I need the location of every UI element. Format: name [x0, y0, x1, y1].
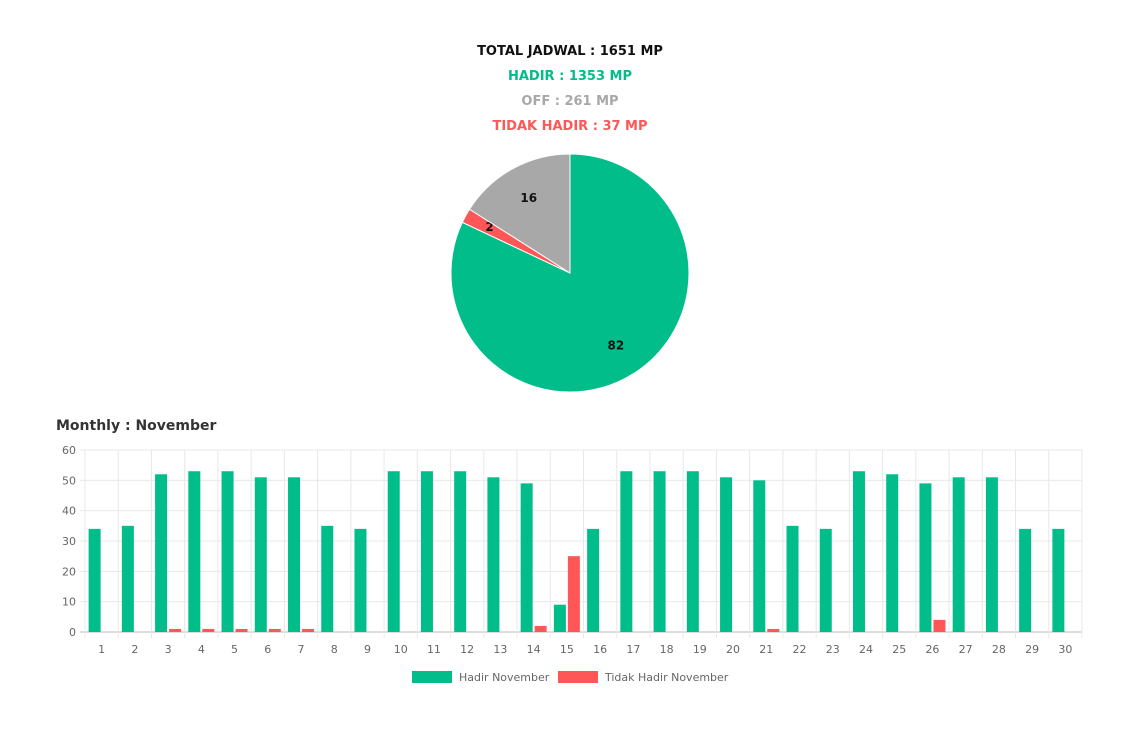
x-tick-label: 20: [726, 643, 740, 656]
y-tick-label: 10: [62, 596, 76, 609]
x-tick-label: 22: [793, 643, 807, 656]
pie-label: 82: [608, 338, 625, 352]
bar-hadir-7[interactable]: [288, 477, 301, 632]
x-tick-label: 16: [593, 643, 607, 656]
bar-hadir-8[interactable]: [321, 525, 334, 632]
y-tick-label: 40: [62, 505, 76, 518]
bar-hadir-20[interactable]: [720, 477, 733, 632]
pie-label: 2: [485, 220, 493, 234]
x-tick-label: 30: [1058, 643, 1072, 656]
y-tick-label: 20: [62, 565, 76, 578]
x-tick-label: 19: [693, 643, 707, 656]
bar-tidak-hadir-21[interactable]: [767, 628, 780, 632]
x-tick-label: 11: [427, 643, 441, 656]
bar-hadir-19[interactable]: [686, 471, 699, 632]
bar-hadir-13[interactable]: [487, 477, 500, 632]
bar-hadir-15[interactable]: [553, 604, 566, 632]
bar-hadir-17[interactable]: [620, 471, 633, 632]
bar-hadir-27[interactable]: [952, 477, 965, 632]
x-tick-label: 26: [925, 643, 939, 656]
bar-hadir-10[interactable]: [387, 471, 400, 632]
bar-hadir-2[interactable]: [121, 525, 134, 632]
bar-hadir-3[interactable]: [155, 474, 168, 632]
legend-swatch-1[interactable]: [558, 671, 598, 683]
bar-hadir-24[interactable]: [852, 471, 865, 632]
bar-tidak-hadir-4[interactable]: [202, 628, 215, 632]
x-tick-label: 2: [131, 643, 138, 656]
bar-hadir-5[interactable]: [221, 471, 234, 632]
bar-hadir-28[interactable]: [985, 477, 998, 632]
x-tick-label: 9: [364, 643, 371, 656]
bar-tidak-hadir-26[interactable]: [933, 619, 946, 632]
bar-tidak-hadir-7[interactable]: [302, 628, 315, 632]
x-tick-label: 17: [626, 643, 640, 656]
y-tick-label: 0: [69, 626, 76, 639]
off-total: OFF : 261 MP: [521, 94, 619, 109]
bar-hadir-11[interactable]: [420, 471, 433, 632]
bar-hadir-16[interactable]: [587, 528, 600, 632]
x-tick-label: 28: [992, 643, 1006, 656]
pie-slice-off[interactable]: [468, 153, 571, 274]
y-tick-label: 60: [62, 444, 76, 457]
bar-hadir-22[interactable]: [786, 525, 799, 632]
bar-hadir-30[interactable]: [1052, 528, 1065, 632]
x-tick-label: 5: [231, 643, 238, 656]
bar-hadir-25[interactable]: [886, 474, 899, 632]
total-jadwal: TOTAL JADWAL : 1651 MP: [477, 44, 663, 59]
x-tick-label: 1: [98, 643, 105, 656]
x-tick-label: 24: [859, 643, 873, 656]
legend-label[interactable]: Hadir November: [459, 671, 550, 684]
legend-swatch-0[interactable]: [412, 671, 452, 683]
x-tick-label: 14: [527, 643, 541, 656]
bar-hadir-1[interactable]: [88, 528, 101, 632]
x-tick-label: 6: [264, 643, 271, 656]
x-tick-label: 7: [298, 643, 305, 656]
tidak-hadir-total: TIDAK HADIR : 37 MP: [492, 119, 648, 134]
x-tick-label: 25: [892, 643, 906, 656]
bar-tidak-hadir-3[interactable]: [169, 628, 182, 632]
bar-hadir-4[interactable]: [188, 471, 201, 632]
bar-hadir-29[interactable]: [1019, 528, 1032, 632]
bar-hadir-18[interactable]: [653, 471, 666, 632]
x-tick-label: 4: [198, 643, 205, 656]
x-tick-label: 13: [493, 643, 507, 656]
bar-hadir-6[interactable]: [254, 477, 267, 632]
bar-tidak-hadir-5[interactable]: [235, 628, 248, 632]
monthly-title: Monthly : November: [56, 418, 217, 434]
x-tick-label: 12: [460, 643, 474, 656]
bar-hadir-14[interactable]: [520, 483, 533, 632]
pie-slice-hadir[interactable]: [450, 153, 690, 393]
pie-label: 16: [520, 191, 537, 205]
hadir-total: HADIR : 1353 MP: [507, 69, 632, 84]
y-tick-label: 30: [62, 535, 76, 548]
y-tick-label: 50: [62, 474, 76, 487]
bar-hadir-12[interactable]: [454, 471, 467, 632]
bar-hadir-26[interactable]: [919, 483, 932, 632]
x-tick-label: 27: [959, 643, 973, 656]
bar-tidak-hadir-14[interactable]: [534, 625, 547, 632]
x-tick-label: 8: [331, 643, 338, 656]
bar-tidak-hadir-6[interactable]: [268, 628, 281, 632]
bar-tidak-hadir-15[interactable]: [567, 556, 580, 632]
bar-hadir-9[interactable]: [354, 528, 367, 632]
x-tick-label: 29: [1025, 643, 1039, 656]
x-tick-label: 15: [560, 643, 574, 656]
x-tick-label: 3: [165, 643, 172, 656]
bar-hadir-21[interactable]: [753, 480, 766, 632]
x-tick-label: 21: [759, 643, 773, 656]
legend-label[interactable]: Tidak Hadir November: [604, 671, 729, 684]
x-tick-label: 18: [660, 643, 674, 656]
x-tick-label: 10: [394, 643, 408, 656]
bar-hadir-23[interactable]: [819, 528, 832, 632]
x-tick-label: 23: [826, 643, 840, 656]
